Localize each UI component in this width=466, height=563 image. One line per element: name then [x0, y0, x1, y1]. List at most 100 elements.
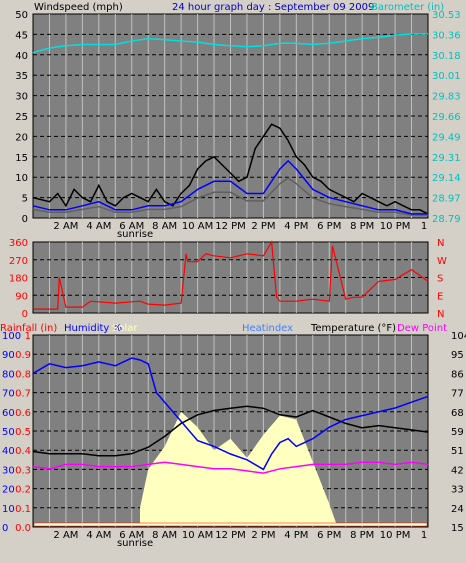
- humidity-y-tick: 100: [2, 331, 21, 342]
- humidity-y-tick: 70: [2, 389, 15, 400]
- rain-y-tick: 0.5: [15, 427, 31, 438]
- wind-y-tick: 35: [15, 71, 28, 82]
- x-tick-label: 1: [421, 530, 427, 541]
- wind-y-tick: 45: [15, 30, 28, 41]
- x-tick-label: 8 AM: [152, 221, 177, 232]
- compass-tick: N: [437, 309, 444, 320]
- bottom-legend: Rainfall (in) Humidity %Solar Heatindex Tem…: [0, 323, 447, 334]
- x-tick-label: 4 PM: [284, 221, 308, 232]
- temp-y-tick: 51: [451, 446, 464, 457]
- x-tick-label: 2 PM: [251, 221, 275, 232]
- direction-series: [33, 240, 429, 310]
- humidity-y-tick: 0: [2, 523, 8, 534]
- barometer-y-tick: 29.14: [432, 173, 461, 184]
- wind-y-tick: 5: [22, 194, 28, 205]
- x-tick-label: 10 PM: [380, 221, 411, 232]
- humidity-y-tick: 10: [2, 504, 15, 515]
- rain-y-tick: 0.9: [15, 350, 31, 361]
- barometer-y-tick: 30.18: [432, 51, 461, 62]
- wind-y-tick: 20: [15, 132, 28, 143]
- x-tick-label: 8 PM: [350, 221, 374, 232]
- x-tick-label: 6 AM: [119, 530, 144, 541]
- dewpoint-series: [32, 461, 429, 474]
- barometer-y-tick: 29.83: [432, 92, 461, 103]
- rain-y-tick: 0.7: [15, 389, 31, 400]
- direction-y-tick: 180: [9, 274, 28, 285]
- compass-tick: N: [437, 238, 444, 249]
- barometer-y-tick: 30.53: [432, 10, 461, 21]
- barometer-y-tick: 29.66: [432, 112, 461, 123]
- barometer-y-tick: 28.97: [432, 194, 461, 205]
- x-tick-label: 4 AM: [86, 530, 111, 541]
- temp-y-tick: 77: [451, 389, 464, 400]
- legend-item: Heatindex: [242, 323, 293, 334]
- humidity-y-tick: 50: [2, 427, 15, 438]
- legend-item: Dew Point: [397, 323, 447, 334]
- avg-wind-series: [32, 159, 428, 215]
- x-tick-label: 10 PM: [380, 530, 411, 541]
- temp-y-tick: 24: [451, 504, 464, 515]
- wind-y-tick: 30: [15, 92, 28, 103]
- temp-y-tick: 42: [451, 465, 464, 476]
- sunrise-label: sunrise: [117, 229, 153, 240]
- humidity-y-tick: 80: [2, 369, 15, 380]
- x-tick-label: 6 AM: [119, 221, 144, 232]
- temp-y-tick: 59: [451, 427, 464, 438]
- wind-series: [32, 33, 429, 216]
- humidity-y-tick: 40: [2, 446, 15, 457]
- humidity-series: [32, 357, 429, 471]
- legend-item: Solar: [112, 323, 138, 334]
- legend-item: Humidity %: [64, 323, 122, 334]
- barometer-y-tick: 30.36: [432, 30, 461, 41]
- rain-y-tick: 0.0: [15, 523, 31, 534]
- x-tick-label: 12 PM: [215, 530, 246, 541]
- temperature-series: [32, 357, 429, 527]
- sunrise-label: sunrise: [117, 538, 153, 549]
- rain-y-tick: 1: [25, 331, 31, 342]
- direction-series: [33, 240, 429, 310]
- x-tick-label: 2 AM: [53, 221, 78, 232]
- rain-y-tick: 0.3: [15, 465, 31, 476]
- barometer-series: [32, 33, 428, 54]
- graph-title: 24 hour graph day : September 09 2009: [172, 2, 374, 13]
- wind-axis-ticks: 0 5 10 15 20 25 30 35 40 45 50 28.79 28.97 29.14 29.31…: [15, 10, 460, 240]
- gust-series: [32, 123, 429, 215]
- rain-y-tick: 0.8: [15, 369, 31, 380]
- rain-y-tick: 0.1: [15, 504, 31, 515]
- humidity-y-tick: 60: [2, 408, 15, 419]
- temp-y-tick: 95: [451, 350, 464, 361]
- wind-low-series: [32, 177, 428, 216]
- humidity-y-tick: 30: [2, 465, 15, 476]
- temp-y-tick: 33: [451, 485, 464, 496]
- temperature-series: [32, 405, 429, 457]
- direction-y-tick: 360: [9, 238, 28, 249]
- rain-y-tick: 0.4: [15, 446, 31, 457]
- windspeed-label: Windspeed (mph): [34, 2, 123, 13]
- barometer-y-tick: 29.31: [432, 153, 461, 164]
- x-tick-label: 4 PM: [284, 530, 308, 541]
- x-tick-label: 12 PM: [215, 221, 246, 232]
- wind-y-tick: 25: [15, 112, 28, 123]
- x-tick-label: 10 AM: [182, 530, 213, 541]
- temp-y-tick: 68: [451, 408, 464, 419]
- x-tick-label: 8 AM: [152, 530, 177, 541]
- humidity-y-tick: 90: [2, 350, 15, 361]
- x-tick-label: 1: [421, 221, 427, 232]
- barometer-y-tick: 29.49: [432, 132, 461, 143]
- wind-y-tick: 50: [15, 10, 28, 21]
- rain-y-tick: 0.6: [15, 408, 31, 419]
- temp-y-tick: 104: [451, 331, 466, 342]
- rainfall-bar: [33, 522, 428, 527]
- humidity-y-tick: 20: [2, 485, 15, 496]
- temperature-axis-ticks: 0.00.10.20.30.40.50.60.70.80.91010203040…: [2, 331, 466, 549]
- x-tick-label: 2 AM: [53, 530, 78, 541]
- x-tick-label: 2 PM: [251, 530, 275, 541]
- direction-y-tick: 0: [22, 309, 28, 320]
- x-tick-label: 4 AM: [86, 221, 111, 232]
- barometer-y-tick: 28.79: [432, 214, 461, 225]
- wind-y-tick: 15: [15, 153, 28, 164]
- wind-y-tick: 10: [15, 173, 28, 184]
